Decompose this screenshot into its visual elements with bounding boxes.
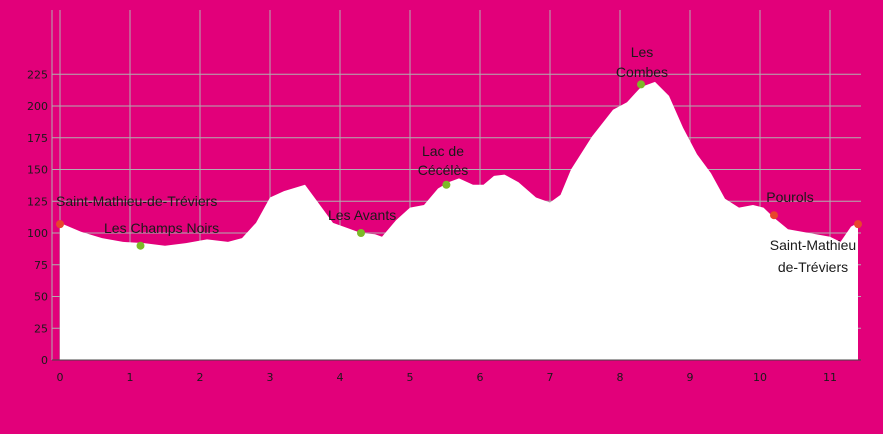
waypoint-marker: [56, 220, 64, 229]
x-tick-label: 0: [57, 371, 64, 384]
waypoint-marker: [637, 80, 645, 89]
waypoint-labels: Saint-Mathieu-de-Tréviers Les Champs Noi…: [56, 44, 856, 275]
y-tick-label: 50: [34, 291, 48, 304]
x-tick-label: 9: [687, 371, 694, 384]
x-tick-label: 3: [267, 371, 274, 384]
label-les-avants: Les Avants: [328, 207, 396, 223]
waypoint-marker: [357, 229, 365, 237]
waypoint-marker: [442, 180, 451, 189]
y-tick-label: 175: [27, 132, 48, 145]
elevation-area: [60, 81, 858, 361]
y-tick-label: 225: [27, 68, 48, 81]
x-tick-label: 2: [197, 371, 204, 384]
x-tick-label: 11: [823, 371, 837, 384]
label-start: Saint-Mathieu-de-Tréviers: [56, 193, 217, 209]
x-tick-label: 1: [127, 371, 134, 384]
x-tick-label: 8: [617, 371, 624, 384]
label-lac-line1: Lac de: [422, 143, 464, 159]
waypoint-marker: [854, 220, 862, 229]
y-tick-label: 200: [27, 100, 48, 113]
x-tick-label: 10: [753, 371, 767, 384]
label-pourols: Pourols: [766, 189, 813, 205]
y-tick-label: 125: [27, 195, 48, 208]
x-tick-label: 5: [407, 371, 414, 384]
x-tick-label: 7: [547, 371, 554, 384]
label-combes-line2: Combes: [616, 64, 668, 80]
waypoint-marker: [136, 241, 145, 250]
label-combes-line1: Les: [631, 44, 654, 60]
waypoint-markers: [56, 80, 862, 250]
y-tick-label: 0: [41, 354, 48, 367]
waypoint-marker: [770, 211, 778, 220]
x-tick-label: 6: [477, 371, 484, 384]
x-tick-label: 4: [337, 371, 344, 384]
label-end-line1: Saint-Mathieu: [770, 237, 856, 253]
label-champs-noirs: Les Champs Noirs: [104, 220, 219, 236]
y-tick-labels: 0 25 50 75 100 125 150 175 200 225: [27, 68, 48, 367]
y-tick-label: 25: [34, 322, 48, 335]
y-tick-label: 75: [34, 259, 48, 272]
label-end-line2: de-Tréviers: [778, 259, 848, 275]
label-lac-line2: Cécélès: [418, 162, 469, 178]
x-tick-labels: 0 1 2 3 4 5 6 7 8 9 10 11: [57, 371, 838, 384]
y-tick-label: 150: [27, 164, 48, 177]
y-tick-label: 100: [27, 227, 48, 240]
